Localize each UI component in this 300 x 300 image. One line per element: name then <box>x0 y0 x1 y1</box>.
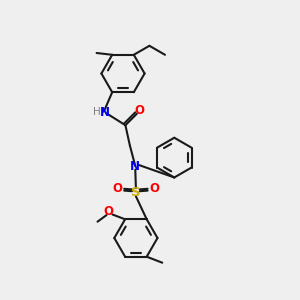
Text: O: O <box>149 182 160 195</box>
Text: O: O <box>135 104 145 117</box>
Text: S: S <box>131 186 141 199</box>
Text: O: O <box>112 182 122 195</box>
Text: N: N <box>100 106 110 119</box>
Text: H: H <box>93 107 101 117</box>
Text: N: N <box>130 160 140 172</box>
Text: O: O <box>103 205 114 218</box>
